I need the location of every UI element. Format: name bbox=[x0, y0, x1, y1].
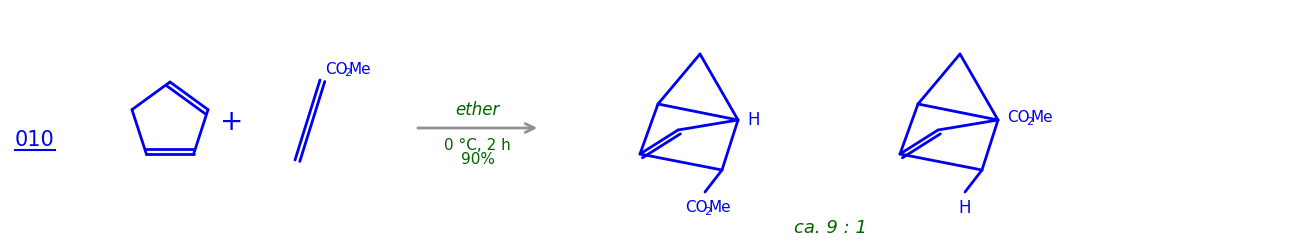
Text: 0 °C, 2 h: 0 °C, 2 h bbox=[445, 138, 511, 152]
Text: ether: ether bbox=[455, 101, 500, 119]
Text: 2: 2 bbox=[704, 207, 712, 217]
Text: CO: CO bbox=[325, 62, 347, 78]
Text: Me: Me bbox=[349, 62, 372, 78]
Text: CO: CO bbox=[686, 201, 708, 215]
Text: H: H bbox=[959, 199, 971, 217]
Text: Me: Me bbox=[1032, 110, 1054, 125]
Text: 2: 2 bbox=[1026, 117, 1033, 127]
Text: 010: 010 bbox=[16, 130, 54, 150]
Text: Me: Me bbox=[709, 201, 732, 215]
Text: H: H bbox=[746, 111, 759, 129]
Text: 2: 2 bbox=[343, 68, 351, 78]
Text: 90%: 90% bbox=[460, 152, 495, 168]
Text: CO: CO bbox=[1007, 110, 1029, 125]
Text: ca. 9 : 1: ca. 9 : 1 bbox=[793, 219, 867, 237]
Text: +: + bbox=[220, 108, 244, 136]
